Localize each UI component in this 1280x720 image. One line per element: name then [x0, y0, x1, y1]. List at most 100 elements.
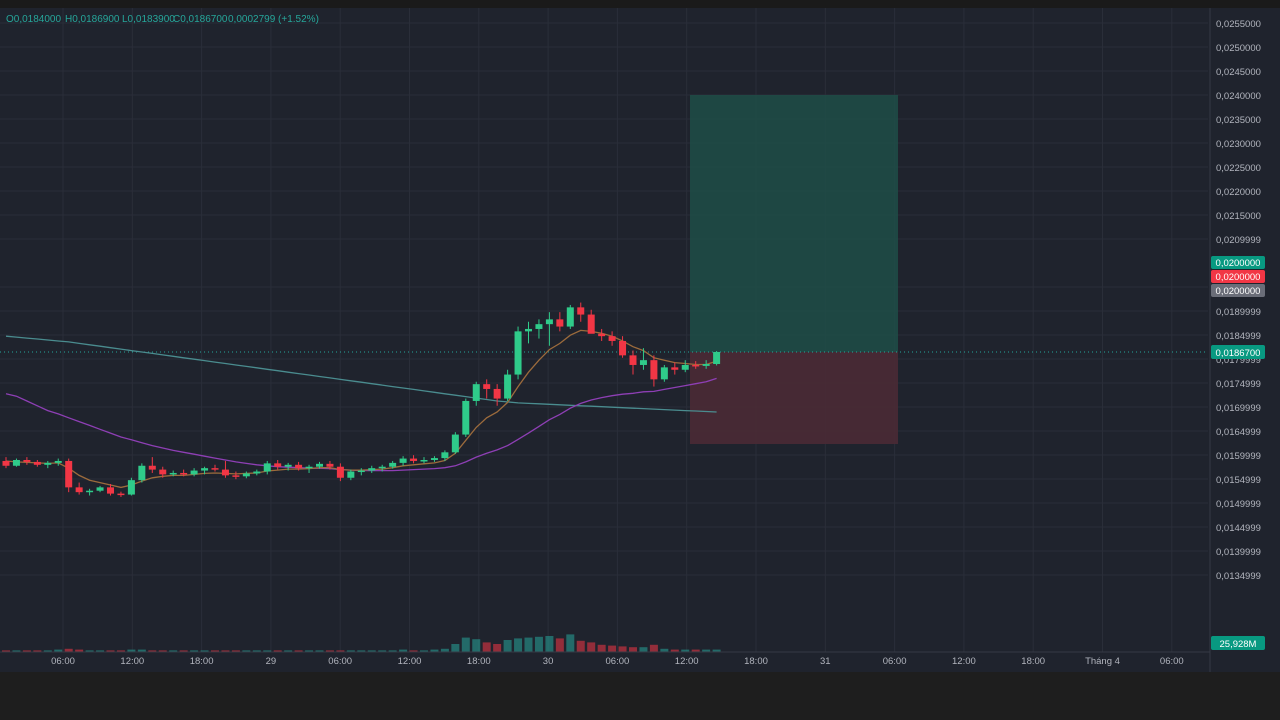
time-tick-label: 12:00 [120, 656, 144, 667]
candle-body [525, 328, 532, 332]
moving-averages-layer [5, 329, 717, 489]
volume-bar [137, 649, 146, 652]
volume-bar [587, 642, 596, 652]
time-tick-label: Tháng 4 [1085, 656, 1120, 667]
price-tag-label: 0,0200000 [1216, 258, 1261, 269]
volume-bar [148, 650, 157, 652]
candle-body [577, 307, 585, 315]
volume-bar [702, 649, 711, 652]
volume-bar [482, 642, 491, 652]
volume-bar [503, 640, 512, 652]
candle-body [566, 307, 574, 327]
candle-body [598, 333, 606, 337]
candle-body [347, 471, 355, 478]
chart-canvas[interactable]: 0,0255000 0,0250000 0,0245000 0,0240000 0,02… [0, 8, 1280, 672]
price-tick-label: 0,0134999 [1216, 571, 1261, 582]
candle-body [535, 324, 543, 329]
volume-bar [670, 649, 679, 652]
candle-body [472, 384, 480, 401]
candle-body [12, 460, 20, 466]
stop-zone [690, 352, 898, 444]
candle-body [420, 460, 428, 462]
volume-bar [440, 648, 449, 652]
volume-bar [85, 650, 94, 652]
candle-body [242, 473, 250, 477]
volume-bar [179, 650, 188, 652]
volume-bar [555, 638, 564, 652]
time-tick-label: 18:00 [1021, 656, 1045, 667]
candle-body [201, 468, 209, 471]
volume-bar [493, 644, 502, 652]
legend-close: C0,0186700 [173, 14, 228, 25]
price-tick-label: 0,0250000 [1216, 43, 1261, 54]
volume-bar [472, 639, 481, 652]
volume-bar [660, 648, 669, 652]
window-top-bar [0, 0, 1280, 8]
volume-bar [169, 650, 178, 652]
candle-body [75, 487, 83, 493]
candle-body [44, 462, 52, 465]
volume-bar [649, 644, 658, 652]
volume-bar [691, 649, 700, 652]
price-tick-label: 0,0174999 [1216, 379, 1261, 390]
volume-bar [712, 649, 721, 652]
candle-body [545, 319, 553, 325]
candle-body [190, 470, 198, 475]
grid-layer [0, 8, 1208, 652]
candle-body [399, 458, 407, 463]
candle-body [232, 475, 240, 477]
volume-bar [96, 650, 105, 652]
bottom-toolbar [0, 672, 1280, 720]
position-zones-layer [0, 95, 1208, 444]
candle-body [148, 465, 156, 470]
candle-body [514, 331, 522, 375]
candle-body [462, 400, 470, 435]
candle-body [483, 384, 491, 389]
price-tick-label: 0,0149999 [1216, 499, 1261, 510]
volume-bar [618, 646, 627, 652]
price-tick-label: 0,0215000 [1216, 211, 1261, 222]
time-tick-label: 12:00 [675, 656, 699, 667]
price-tick-label: 0,0179999 [1216, 355, 1261, 366]
volume-bar [263, 650, 272, 652]
volume-bar [336, 650, 345, 652]
volume-bar [33, 650, 42, 652]
candle-body [221, 469, 229, 476]
current-price-tag-label: 0,0186700 [1216, 348, 1261, 359]
volume-bar [12, 650, 21, 652]
time-tick-label: 06:00 [606, 656, 630, 667]
candle-body [169, 472, 177, 475]
candle-body [23, 460, 31, 462]
price-tick-label: 0,0139999 [1216, 547, 1261, 558]
candle-body [713, 352, 721, 364]
price-tag-bg [1211, 284, 1265, 297]
ohlc-legend: O0,0184000 H0,0186900 L0,0183900 C0,0186… [6, 14, 319, 25]
time-tick-label: 30 [543, 656, 554, 667]
price-tick-label: 0,0154999 [1216, 475, 1261, 486]
candle-body [451, 434, 459, 453]
price-chart[interactable]: 0,0255000 0,0250000 0,0245000 0,0240000 0,02… [0, 8, 1280, 672]
price-tick-label: 0,0235000 [1216, 115, 1261, 126]
volume-bar [158, 650, 167, 652]
candle-body [608, 336, 616, 341]
candle-body [430, 458, 438, 460]
volume-bar [75, 649, 84, 652]
volume-bar [399, 649, 408, 652]
candle-body [368, 468, 376, 471]
volume-bar [127, 649, 136, 652]
volume-bar [357, 650, 366, 652]
candles-layer [2, 302, 721, 497]
price-tick-label: 0,0159999 [1216, 451, 1261, 462]
candle-body [410, 458, 418, 461]
time-tick-label: 06:00 [328, 656, 352, 667]
price-tick-label: 0,0255000 [1216, 19, 1261, 30]
volume-bar [409, 650, 418, 652]
candle-body [138, 465, 146, 481]
candle-body [54, 460, 62, 463]
legend-change: 0,0002799 (+1.52%) [228, 14, 319, 25]
candle-body [378, 466, 386, 469]
candle-body [65, 460, 73, 488]
volume-bar [325, 650, 334, 652]
volume-bar [681, 649, 690, 652]
volume-bar [315, 650, 324, 652]
